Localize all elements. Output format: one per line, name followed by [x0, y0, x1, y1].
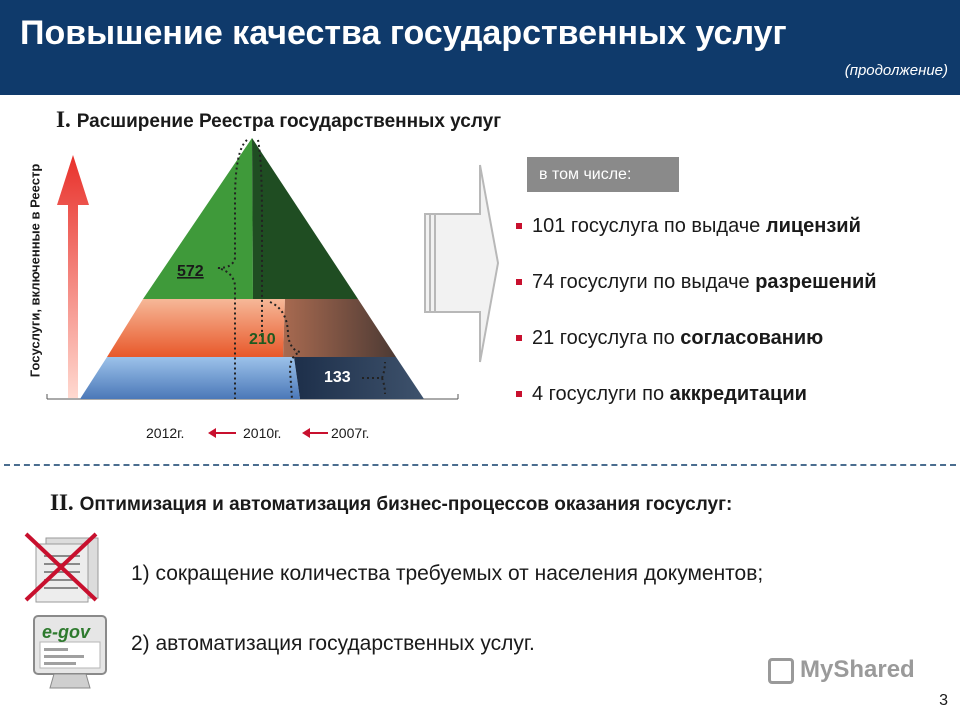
section2-title: Оптимизация и автоматизация бизнес-проце…: [79, 494, 733, 515]
value-2012-label: 572: [177, 263, 204, 280]
bullet-icon: [516, 279, 522, 285]
documents-crossed-icon: [24, 532, 99, 603]
up-arrow-icon: [57, 155, 89, 398]
header-bar: Повышение качества государственных услуг…: [0, 0, 960, 95]
tier-2012-left: [143, 138, 253, 299]
section2-heading: II. Оптимизация и автоматизация бизнес-пр…: [50, 490, 732, 516]
step-2-text: 2) автоматизация государственных услуг.: [131, 632, 535, 655]
step-1-text: 1) сокращение количества требуемых от на…: [131, 562, 764, 585]
egov-icon-text: e-gov: [42, 622, 91, 642]
section1-numeral: I.: [56, 107, 71, 132]
section-divider: [4, 464, 956, 466]
list-item: 74 госуслуги по выдаче разрешений: [516, 271, 877, 327]
value-2010-label: 210: [249, 331, 276, 348]
dotted-brackets: [217, 139, 386, 400]
bullet-icon: [516, 223, 522, 229]
watermark-logo: MyShared: [768, 656, 915, 684]
year-2012-label: 2012г.: [146, 425, 184, 441]
year-2010-label: 2010г.: [243, 425, 281, 441]
year-2007-label: 2007г.: [331, 425, 369, 441]
bullet-icon: [516, 335, 522, 341]
list-item: 4 госуслуги по аккредитации: [516, 383, 877, 439]
section1-title: Расширение Реестра государственных услуг: [76, 111, 502, 132]
bullet-icon: [516, 391, 522, 397]
page-number: 3: [939, 692, 948, 709]
list-item: 101 госуслуга по выдаче лицензий: [516, 215, 877, 271]
section2-numeral: II.: [50, 490, 74, 515]
tier-2007-right: [294, 357, 424, 399]
tier-2010-left: [107, 299, 285, 357]
double-arrow-icon: [424, 164, 500, 363]
included-badge: в том числе:: [527, 157, 679, 192]
tier-2012-right: [252, 138, 358, 299]
services-list: 101 госуслуга по выдаче лицензий 74 госу…: [516, 215, 877, 439]
egov-monitor-icon: e-gov: [33, 615, 107, 689]
pyramid-diagram: 572 210 133 2012г. 2010г. 2007г.: [46, 138, 500, 441]
value-2007-label: 133: [324, 369, 351, 386]
page-subtitle: (продолжение): [844, 62, 948, 79]
watermark-text: MyShared: [800, 656, 915, 683]
tier-2010-right: [283, 299, 396, 357]
red-arrow-icon: [208, 428, 328, 438]
y-axis-label: Госуслуги, включенные в Реестр: [27, 163, 43, 378]
tier-2007-left: [80, 357, 300, 399]
logo-mark-icon: [768, 657, 794, 684]
section1-heading: I. Расширение Реестра государственных усл…: [56, 107, 501, 133]
list-item: 21 госуслуга по согласованию: [516, 327, 877, 383]
page-title: Повышение качества государственных услуг: [20, 14, 787, 52]
